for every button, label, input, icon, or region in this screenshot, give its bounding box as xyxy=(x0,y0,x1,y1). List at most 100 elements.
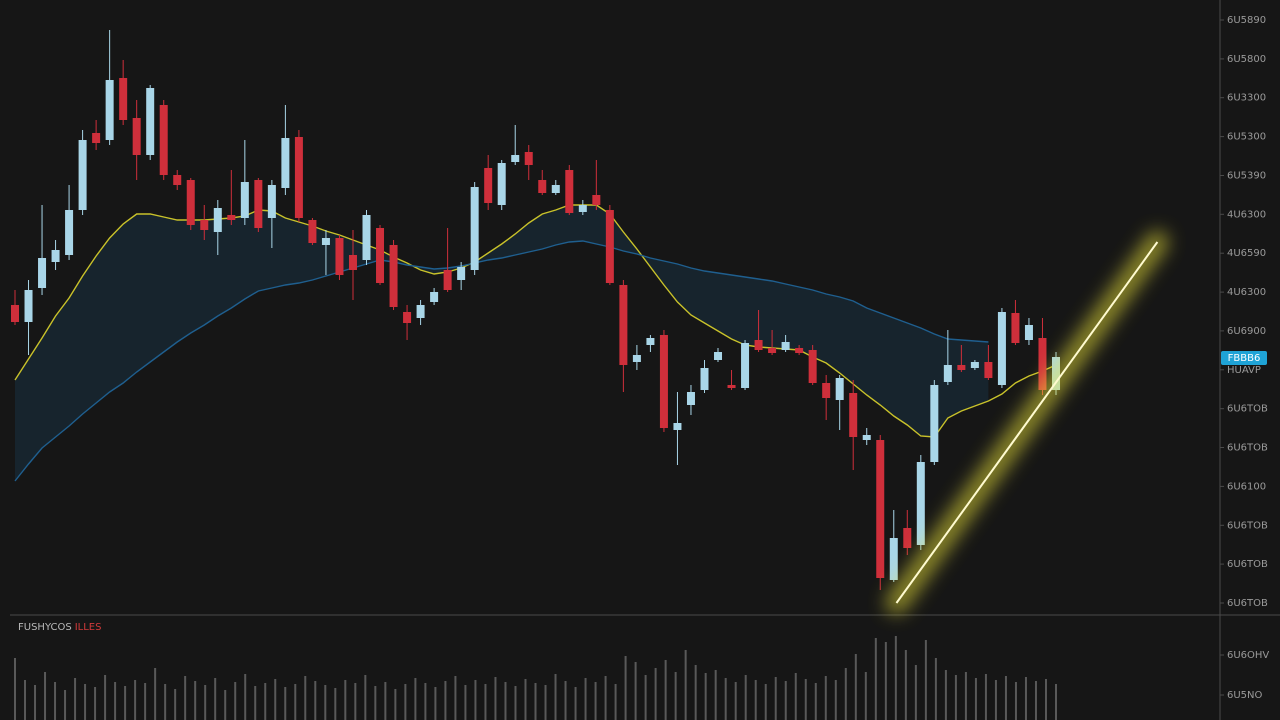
volume-bar xyxy=(664,660,667,720)
candle-body xyxy=(281,138,290,188)
volume-bar xyxy=(314,681,317,720)
candle-body xyxy=(511,155,520,162)
y-tick-label: HUAVP xyxy=(1227,365,1261,376)
candle-body xyxy=(943,365,952,382)
candle-body xyxy=(795,348,804,353)
candle-body xyxy=(38,258,47,288)
volume-bar xyxy=(804,679,807,720)
volume-bar xyxy=(694,665,697,720)
candle-body xyxy=(768,348,777,353)
volume-bar xyxy=(784,681,787,720)
candle-body xyxy=(741,343,750,388)
volume-bar xyxy=(764,684,767,720)
volume-bar xyxy=(964,672,967,720)
candle-body xyxy=(105,80,114,140)
candle-body xyxy=(605,210,614,283)
y-tick-label: 6U5NO xyxy=(1227,690,1263,701)
candle-body xyxy=(849,393,858,437)
volume-bar xyxy=(674,672,677,720)
volume-bar xyxy=(884,642,887,720)
candle-body xyxy=(443,270,452,290)
volume-bar xyxy=(234,682,237,720)
candle-body xyxy=(822,383,831,398)
volume-bar xyxy=(574,687,577,720)
candle-body xyxy=(673,423,682,430)
candle-body xyxy=(754,340,763,350)
y-tick-label: 4U6300 xyxy=(1227,209,1266,220)
candle-body xyxy=(619,285,628,365)
candle-body xyxy=(403,312,412,323)
candle-body xyxy=(173,175,182,185)
candle-body xyxy=(240,182,249,218)
y-tick-label: 6U6TOB xyxy=(1227,404,1268,415)
y-tick-label: 6U5300 xyxy=(1227,132,1266,143)
candle-body xyxy=(24,290,33,322)
candle-body xyxy=(835,378,844,400)
candle-body xyxy=(65,210,74,255)
candle-body xyxy=(578,205,587,212)
moving-average xyxy=(14,240,989,482)
candle-body xyxy=(254,180,263,228)
y-tick-label: 6U5390 xyxy=(1227,171,1266,182)
volume-bar xyxy=(834,680,837,720)
candle-body xyxy=(294,137,303,218)
y-tick-label: 6U6TOB xyxy=(1227,559,1268,570)
volume-bar xyxy=(254,686,257,720)
volume-bar xyxy=(554,674,557,720)
candle-body xyxy=(497,163,506,205)
candle-body xyxy=(92,133,101,143)
candle-body xyxy=(159,105,168,175)
y-tick-label: 6U6TOB xyxy=(1227,520,1268,531)
candle-body xyxy=(876,440,885,578)
volume-bar xyxy=(744,675,747,720)
volume-bar xyxy=(294,684,297,720)
y-tick-label: 6U5890 xyxy=(1227,15,1266,26)
candle-body xyxy=(1024,325,1033,340)
volume-bar xyxy=(334,688,337,720)
volume-bar xyxy=(934,658,937,720)
volume-bar xyxy=(154,668,157,720)
volume-bar xyxy=(354,683,357,720)
volume-bar xyxy=(644,675,647,720)
candle-body xyxy=(470,187,479,270)
volume-bar xyxy=(794,673,797,720)
last-price-label: FBBB6 xyxy=(1228,353,1261,364)
volume-bar xyxy=(244,674,247,720)
volume-bar xyxy=(474,680,477,720)
volume-bar xyxy=(974,678,977,720)
volume-bar xyxy=(174,689,177,720)
volume-bar xyxy=(344,680,347,720)
volume-bar xyxy=(14,658,16,720)
candle-body xyxy=(213,208,222,232)
volume-bar xyxy=(824,676,827,720)
candle-body xyxy=(646,338,655,345)
volume-bar xyxy=(684,650,687,720)
candle-body xyxy=(997,312,1006,385)
candle-body xyxy=(700,368,709,390)
candle-body xyxy=(321,238,330,245)
candle-body xyxy=(538,180,547,193)
volume-bar xyxy=(774,677,777,720)
volume-bar xyxy=(54,682,57,720)
volume-title: FUSHYCOS ILLES xyxy=(18,622,101,633)
volume-bar xyxy=(1034,681,1037,720)
volume-bar xyxy=(444,681,447,720)
volume-bar xyxy=(304,676,307,720)
candle-body xyxy=(457,267,466,280)
volume-bar xyxy=(44,672,47,720)
volume-bar xyxy=(464,685,467,720)
y-tick-label: 6U5800 xyxy=(1227,54,1266,65)
candle-body xyxy=(186,180,195,225)
candle-body xyxy=(957,365,966,370)
volume-bar xyxy=(754,680,757,720)
volume-bar xyxy=(114,682,117,720)
candle-body xyxy=(659,335,668,428)
volume-bar xyxy=(144,683,147,720)
volume-bar xyxy=(864,672,867,720)
volume-bar xyxy=(724,678,727,720)
candle-body xyxy=(227,215,236,220)
volume-bar xyxy=(24,680,27,720)
y-tick-label: 6U6TOB xyxy=(1227,598,1268,609)
y-tick-label: 6U6900 xyxy=(1227,326,1266,337)
volume-bar xyxy=(854,654,857,720)
